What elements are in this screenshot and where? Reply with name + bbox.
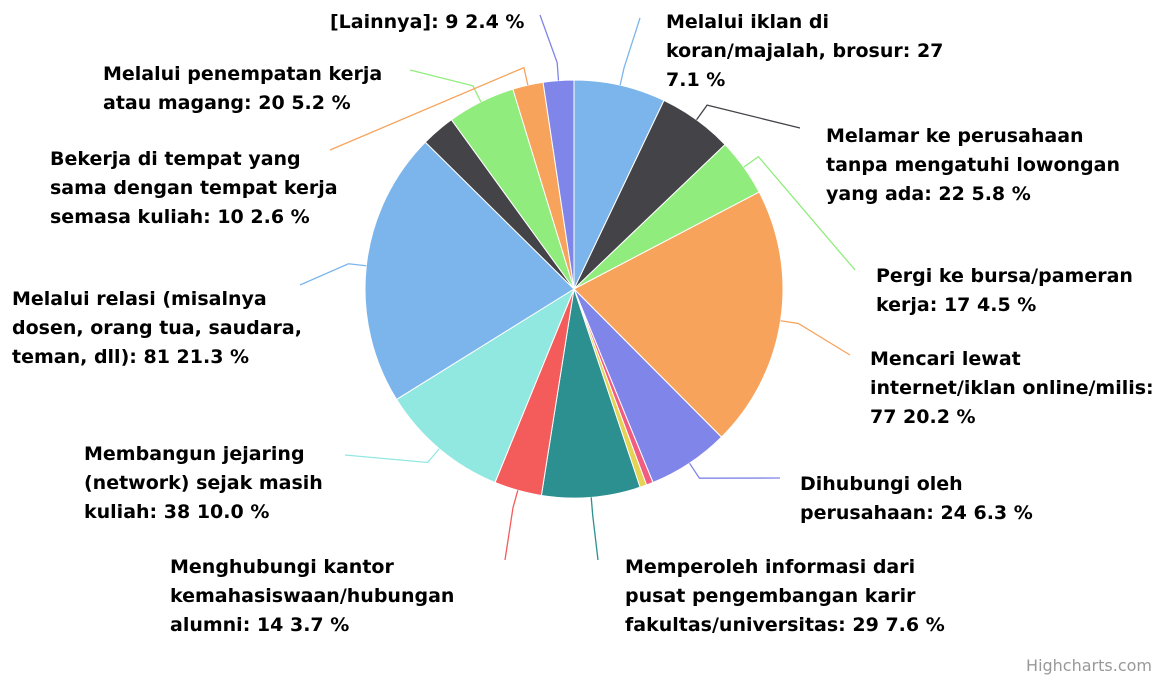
label-name: Melamar ke perusahaan tanpa mengatuhi lo… xyxy=(826,125,1121,205)
label-value: 17 4.5 % xyxy=(943,294,1037,316)
connector xyxy=(329,66,529,151)
label-value: 10 2.6 % xyxy=(217,206,310,228)
label-value: 20 5.2 % xyxy=(258,92,351,114)
data-label: Melalui relasi (misalnya dosen, orang tu… xyxy=(12,285,302,372)
label-name: Dihubungi oleh perusahaan: xyxy=(800,473,963,524)
data-label: Melamar ke perusahaan tanpa mengatuhi lo… xyxy=(826,122,1126,209)
data-label: Melalui iklan di koran/majalah, brosur: … xyxy=(666,8,946,95)
label-value: 27 7.1 % xyxy=(666,40,944,91)
data-label: Memperoleh informasi dari pusat pengemba… xyxy=(625,553,945,640)
label-value: 22 5.8 % xyxy=(938,183,1031,205)
data-label: Bekerja di tempat yang sama dengan tempa… xyxy=(50,145,340,232)
connector xyxy=(344,448,440,464)
data-label: Pergi ke bursa/pameran kerja: 17 4.5 % xyxy=(876,262,1164,320)
label-name: Membangun jejaring (network) sejak masih… xyxy=(84,443,323,523)
label-name: Pergi ke bursa/pameran kerja: xyxy=(876,265,1133,316)
label-value: 38 10.0 % xyxy=(163,501,270,523)
label-name: Memperoleh informasi dari pusat pengemba… xyxy=(625,556,916,636)
connector xyxy=(696,104,801,129)
connector xyxy=(539,14,560,81)
data-label: Membangun jejaring (network) sejak masih… xyxy=(84,440,354,527)
connector xyxy=(619,17,641,86)
data-label: [Lainnya]: 9 2.4 % xyxy=(330,8,570,37)
label-value: 9 2.4 % xyxy=(445,11,525,33)
label-name: Mencari lewat internet/iklan online/mili… xyxy=(870,348,1154,399)
label-value: 29 7.6 % xyxy=(852,614,945,636)
label-value: 24 6.3 % xyxy=(940,502,1033,524)
connector xyxy=(299,263,367,286)
connector xyxy=(409,69,482,103)
data-label: Melalui penempatan kerja atau magang: 20… xyxy=(103,60,413,118)
label-value: 14 3.7 % xyxy=(256,614,350,636)
pie-slice xyxy=(542,79,575,290)
data-label: Dihubungi oleh perusahaan: 24 6.3 % xyxy=(800,470,1080,528)
label-name: [Lainnya]: xyxy=(330,11,439,33)
pie-slice xyxy=(395,287,576,484)
label-name: Melalui relasi (misalnya dosen, orang tu… xyxy=(12,288,302,368)
label-value: 81 21.3 % xyxy=(143,346,250,368)
connector xyxy=(780,320,851,356)
connector xyxy=(504,490,519,561)
connector xyxy=(590,497,599,561)
data-label: Menghubungi kantor kemahasiswaan/hubunga… xyxy=(170,553,500,640)
credits: Highcharts.com xyxy=(1026,656,1152,675)
label-name: Menghubungi kantor kemahasiswaan/hubunga… xyxy=(170,556,455,636)
connector xyxy=(688,462,781,479)
data-label: Mencari lewat internet/iklan online/mili… xyxy=(870,345,1160,432)
pie-slice xyxy=(573,191,784,438)
label-name: Melalui penempatan kerja atau magang: xyxy=(103,63,383,114)
label-value: 77 20.2 % xyxy=(870,406,976,428)
connector xyxy=(743,155,856,271)
label-name: Bekerja di tempat yang sama dengan tempa… xyxy=(50,148,338,228)
label-name: Melalui iklan di koran/majalah, brosur: xyxy=(666,11,911,62)
